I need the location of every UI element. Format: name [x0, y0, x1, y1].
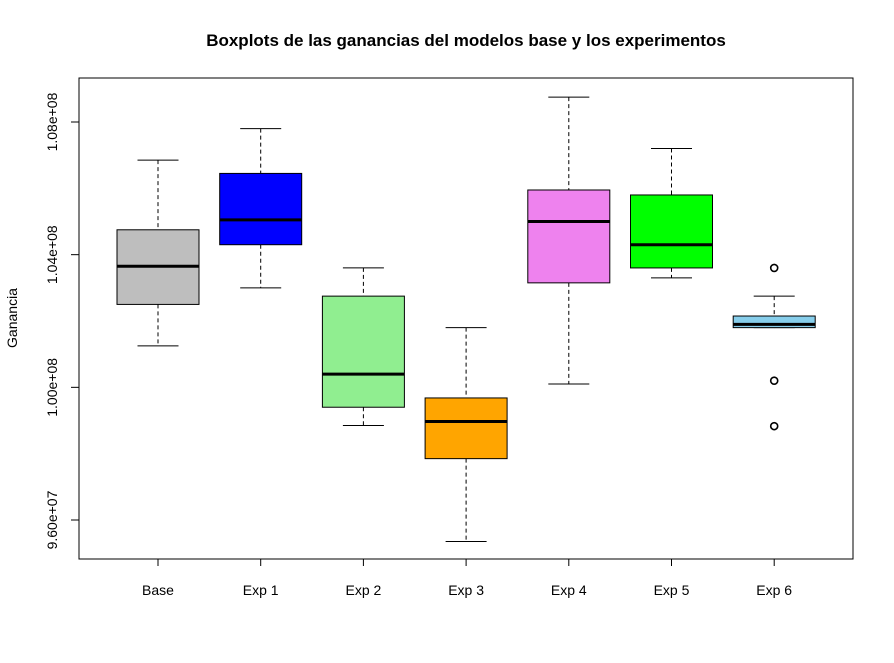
x-tick-label: Exp 6 — [756, 582, 792, 598]
y-axis-title: Ganancia — [4, 288, 20, 348]
box-exp-6 — [732, 263, 816, 431]
box-exp-1 — [219, 128, 303, 289]
x-axis: Base Exp 1 Exp 2 Exp 3 Exp 4 Exp 5 Exp 6 — [142, 558, 792, 598]
y-axis: 9.60e+07 1.00e+08 1.04e+08 1.08e+08 — [44, 92, 80, 549]
outlier-point — [769, 421, 779, 431]
x-tick-label: Exp 3 — [448, 582, 484, 598]
x-tick-label: Exp 2 — [345, 582, 381, 598]
box-base — [116, 159, 200, 347]
box-exp-4 — [527, 96, 611, 385]
outlier-point — [769, 263, 779, 273]
x-tick-label: Exp 5 — [654, 582, 690, 598]
y-tick-label: 1.08e+08 — [44, 92, 60, 151]
y-tick-label: 1.04e+08 — [44, 225, 60, 284]
x-tick-label: Exp 4 — [551, 582, 587, 598]
x-tick-label: Exp 1 — [243, 582, 279, 598]
x-tick-label: Base — [142, 582, 174, 598]
iqr-box — [219, 172, 303, 246]
iqr-box — [732, 315, 816, 329]
outlier-point — [769, 376, 779, 386]
boxes-group — [116, 96, 816, 543]
box-exp-2 — [321, 267, 405, 426]
box-exp-3 — [424, 327, 508, 543]
iqr-box — [424, 397, 508, 460]
iqr-box — [527, 189, 611, 284]
box-exp-5 — [630, 148, 713, 279]
chart-title: Boxplots de las ganancias del modelos ba… — [206, 31, 726, 50]
iqr-box — [630, 194, 713, 269]
y-tick-label: 1.00e+08 — [44, 358, 60, 417]
y-tick-label: 9.60e+07 — [44, 490, 60, 549]
iqr-box — [321, 295, 405, 408]
